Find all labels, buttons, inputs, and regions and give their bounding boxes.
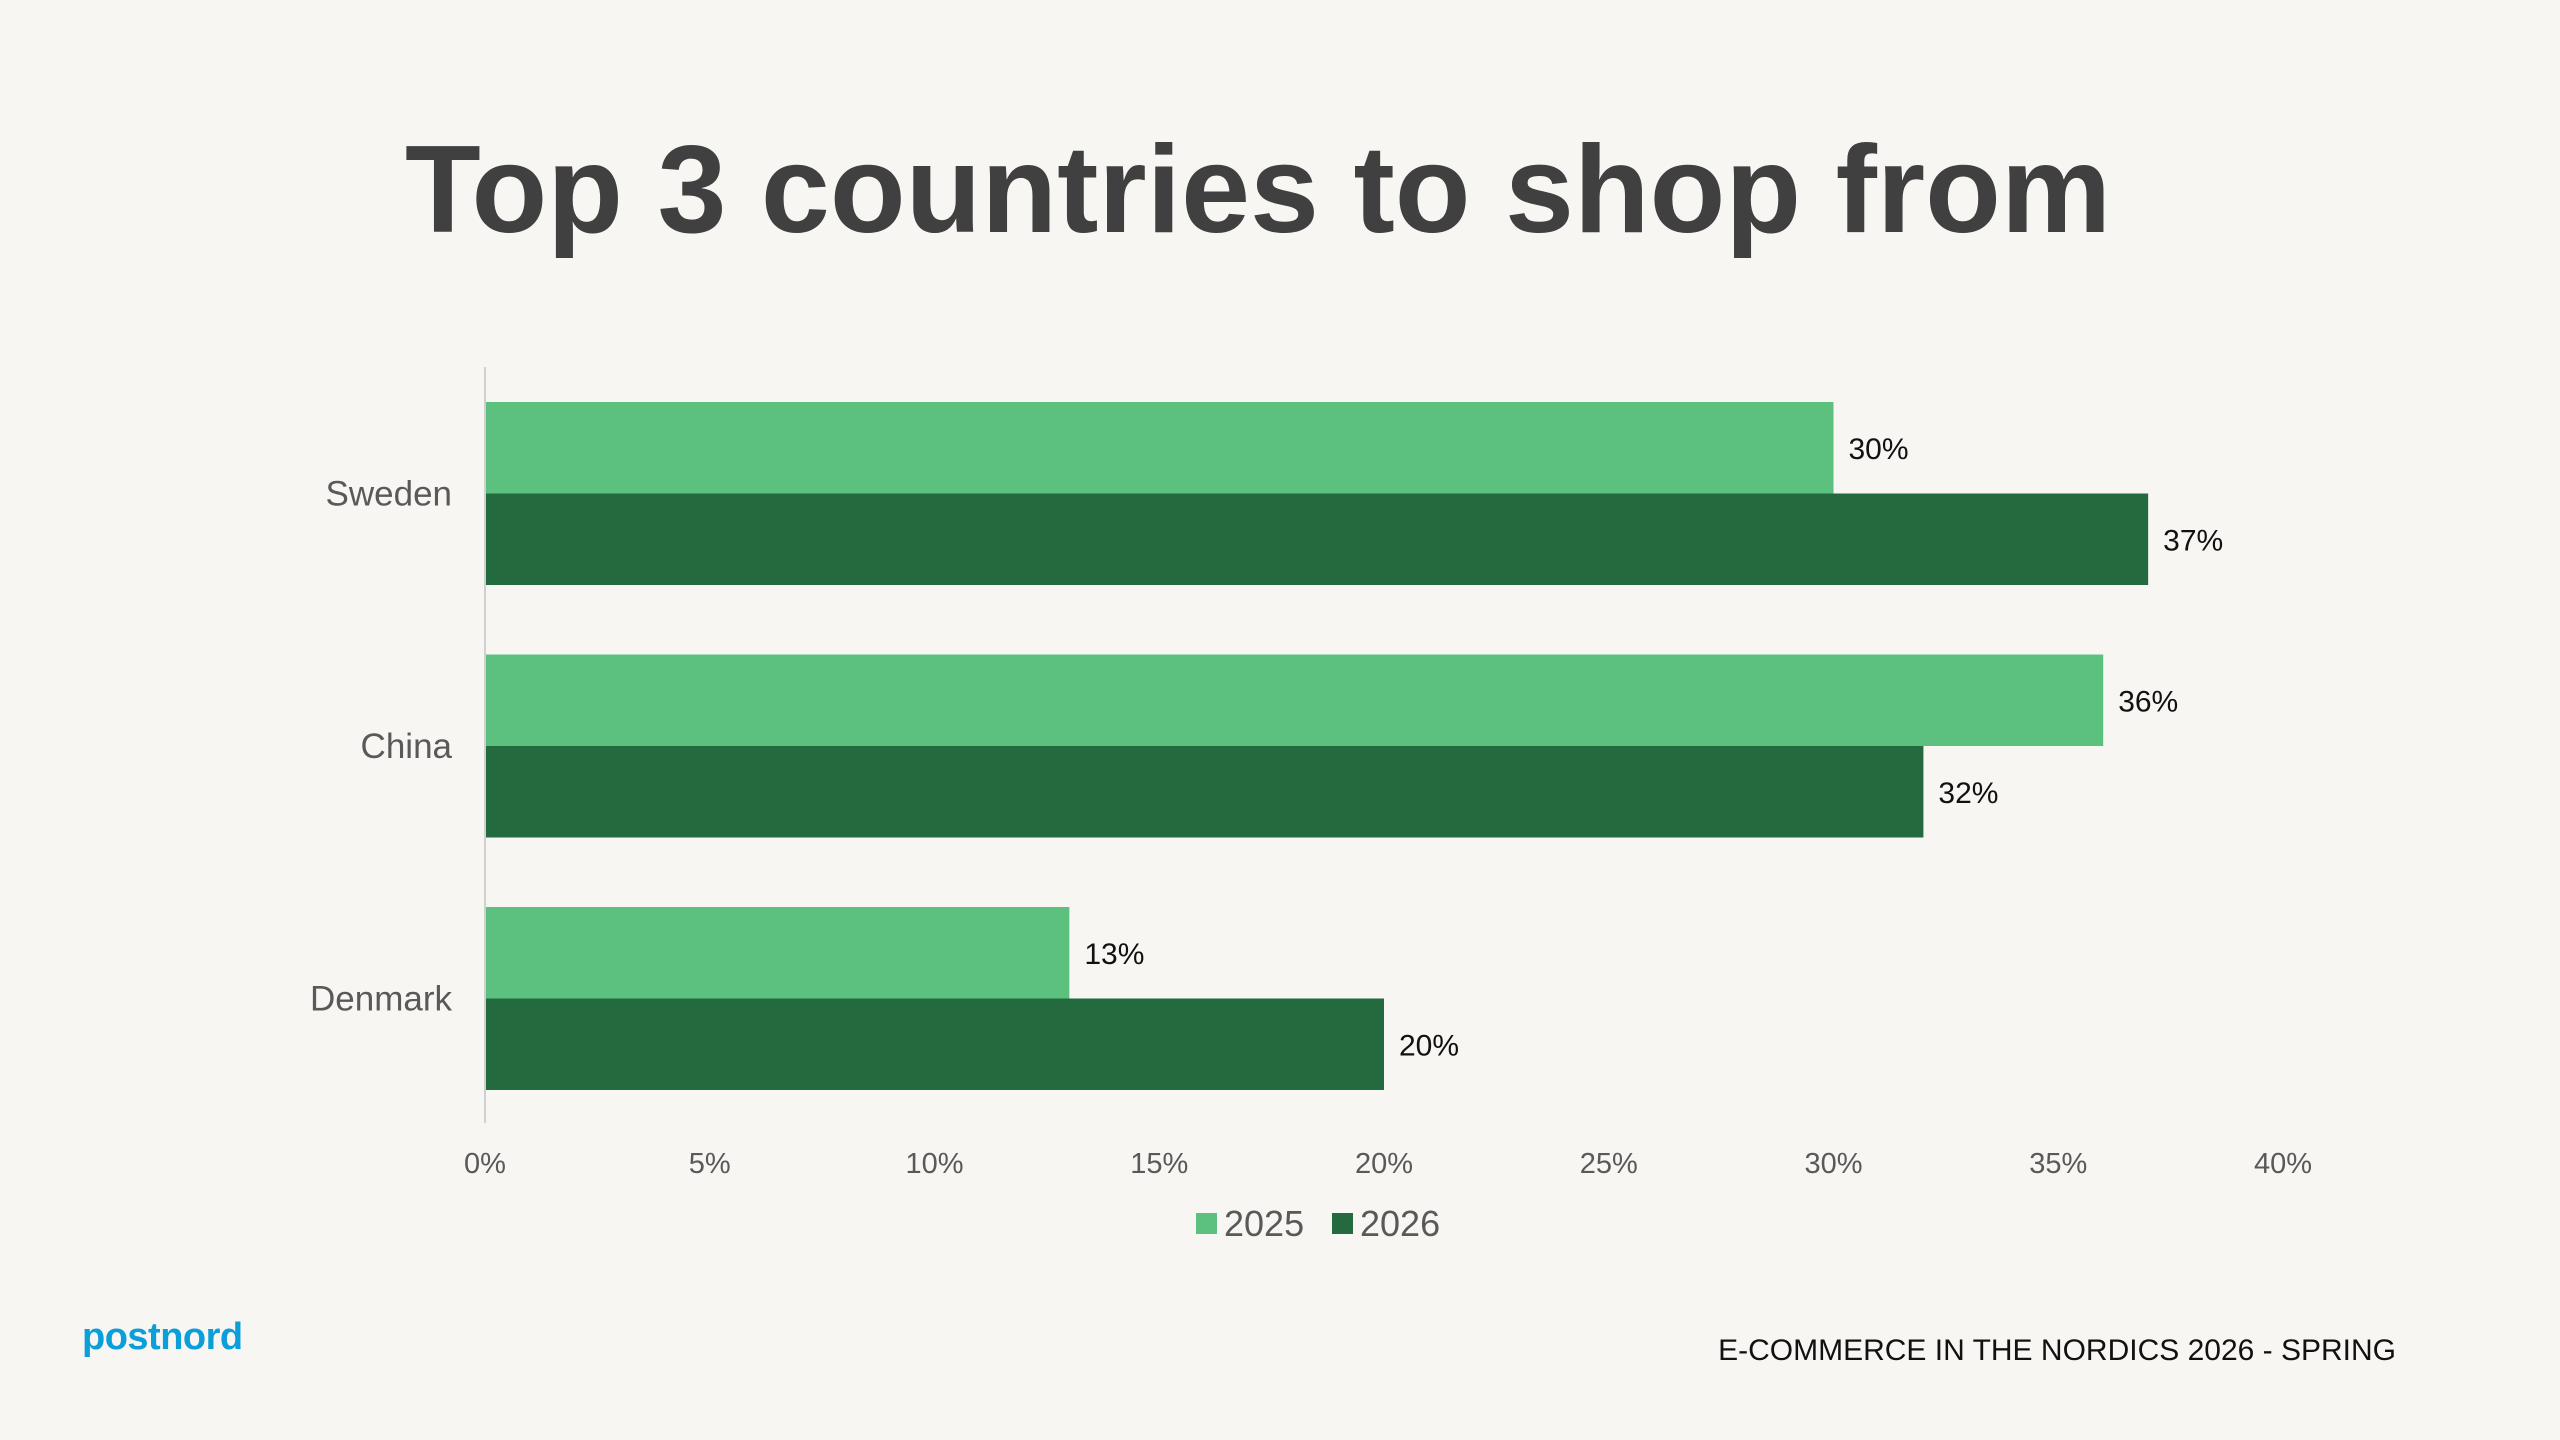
data-label-denmark-2026: 20% [1399, 1029, 1459, 1062]
plot-area: Sweden 30% 37% China 36% 32% Denmark 13% 20% 0% 5%… [310, 367, 2312, 1180]
bar-denmark-2026 [486, 998, 1384, 1090]
x-tick-label: 15% [1130, 1148, 1188, 1180]
category-label-denmark: Denmark [310, 980, 452, 1019]
footer-text: E-COMMERCE IN THE NORDICS 2026 - SPRING [1718, 1334, 2396, 1367]
x-tick-label: 25% [1580, 1148, 1638, 1180]
legend: 2025 2026 [1196, 1203, 1440, 1244]
x-tick-label: 5% [689, 1148, 731, 1180]
data-label-sweden-2025: 30% [1849, 433, 1909, 466]
bar-sweden-2025 [486, 402, 1834, 494]
category-label-china: China [361, 727, 453, 766]
x-tick-label: 0% [464, 1148, 506, 1180]
legend-label-2025: 2025 [1224, 1203, 1304, 1244]
postnord-logo: postnord [82, 1316, 243, 1358]
x-tick-label: 10% [905, 1148, 963, 1180]
x-tick-label: 40% [2254, 1148, 2312, 1180]
bar-denmark-2025 [486, 907, 1070, 999]
bar-china-2026 [486, 746, 1924, 838]
legend-label-2026: 2026 [1360, 1203, 1440, 1244]
legend-swatch-2025 [1196, 1213, 1217, 1234]
bar-china-2025 [486, 654, 2104, 746]
x-tick-label: 30% [1804, 1148, 1862, 1180]
data-label-sweden-2026: 37% [2163, 524, 2223, 557]
data-label-denmark-2025: 13% [1084, 938, 1144, 971]
x-tick-label: 35% [2029, 1148, 2087, 1180]
bar-sweden-2026 [486, 493, 2149, 585]
category-label-sweden: Sweden [326, 475, 452, 514]
page-title: Top 3 countries to shop from [405, 121, 2112, 259]
data-label-china-2026: 32% [1938, 777, 1998, 810]
data-label-china-2025: 36% [2118, 685, 2178, 718]
legend-swatch-2026 [1332, 1213, 1353, 1234]
x-tick-label: 20% [1355, 1148, 1413, 1180]
